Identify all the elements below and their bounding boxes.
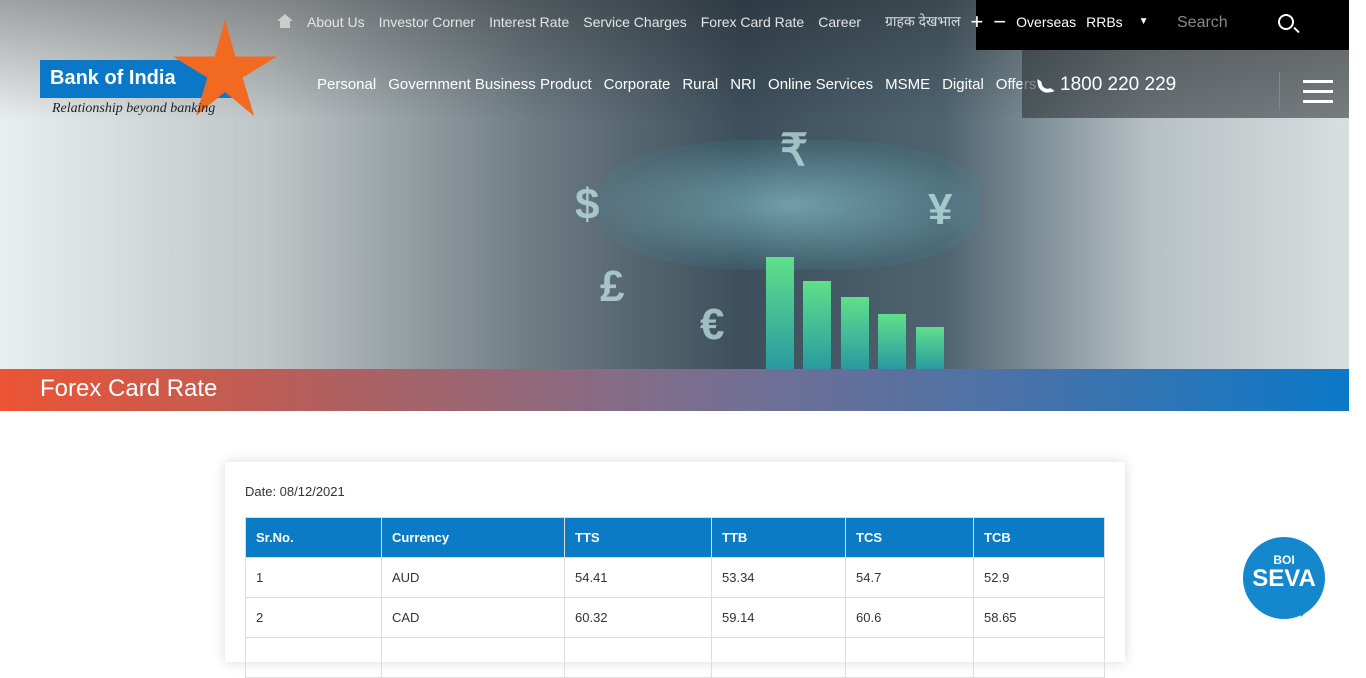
customer-care-link[interactable]: ग्राहक देखभाल bbox=[885, 13, 961, 29]
table-header-row: Sr.No. Currency TTS TTB TCS TCB bbox=[245, 517, 1105, 558]
nav-government-business[interactable]: Government Business Product bbox=[388, 76, 592, 93]
font-decrease-button[interactable]: − bbox=[993, 8, 1007, 34]
nav-digital[interactable]: Digital bbox=[942, 76, 984, 93]
cell: AUD bbox=[381, 557, 565, 598]
cell: CAD bbox=[381, 597, 565, 638]
phone-link[interactable]: 1800 220 229 bbox=[1036, 74, 1177, 96]
divider bbox=[1279, 72, 1280, 110]
rates-card: Date: 08/12/2021 Sr.No. Currency TTS TTB… bbox=[225, 462, 1125, 678]
cell: 53.34 bbox=[711, 557, 846, 598]
yen-icon: ¥ bbox=[928, 185, 953, 234]
nav-msme[interactable]: MSME bbox=[885, 76, 931, 93]
phone-icon bbox=[1036, 75, 1056, 95]
cell: 54.7 bbox=[845, 557, 974, 598]
phone-number: 1800 220 229 bbox=[1060, 74, 1177, 95]
nav-investor-corner[interactable]: Investor Corner bbox=[378, 14, 476, 30]
cell: 52.9 bbox=[973, 557, 1105, 598]
overseas-link[interactable]: Overseas bbox=[1016, 13, 1077, 30]
rrbs-link[interactable]: RRBs bbox=[1086, 13, 1123, 30]
rate-date: Date: 08/12/2021 bbox=[245, 484, 345, 499]
logo-tagline: Relationship beyond banking bbox=[52, 101, 216, 116]
table-row: 2 CAD 60.32 59.14 60.6 58.65 bbox=[245, 597, 1105, 638]
col-tcs: TCS bbox=[845, 517, 974, 558]
home-icon[interactable] bbox=[277, 14, 293, 28]
col-ttb: TTB bbox=[711, 517, 846, 558]
page-title: Forex Card Rate bbox=[40, 375, 218, 402]
nav-forex-card-rate[interactable]: Forex Card Rate bbox=[700, 14, 805, 30]
seva-label: SEVA bbox=[1252, 565, 1316, 592]
nav-about-us[interactable]: About Us bbox=[307, 14, 365, 30]
cell: 60.6 bbox=[845, 597, 974, 638]
cell: 59.14 bbox=[711, 597, 846, 638]
table-row bbox=[245, 637, 1105, 678]
cell: 1 bbox=[245, 557, 382, 598]
search-icon[interactable] bbox=[1278, 14, 1294, 30]
cell: 2 bbox=[245, 597, 382, 638]
nav-corporate[interactable]: Corporate bbox=[603, 76, 671, 93]
rupee-icon: ₹ bbox=[780, 126, 808, 175]
hamburger-menu-icon[interactable] bbox=[1303, 80, 1333, 103]
main-nav: Personal Government Business Product Cor… bbox=[317, 76, 1036, 93]
col-tts: TTS bbox=[564, 517, 712, 558]
seva-label-top: BOI bbox=[1273, 553, 1295, 567]
search-input[interactable]: Search bbox=[1177, 14, 1228, 31]
forex-rate-table: Sr.No. Currency TTS TTB TCS TCB 1 AUD 54… bbox=[245, 517, 1105, 678]
cell: 58.65 bbox=[973, 597, 1105, 638]
col-sr-no: Sr.No. bbox=[245, 517, 382, 558]
table-row: 1 AUD 54.41 53.34 54.7 52.9 bbox=[245, 557, 1105, 598]
page-title-band: Forex Card Rate bbox=[0, 369, 1349, 411]
phone-panel: 1800 220 229 bbox=[1022, 50, 1349, 118]
cell: 60.32 bbox=[564, 597, 712, 638]
nav-service-charges[interactable]: Service Charges bbox=[583, 14, 687, 30]
nav-online-services[interactable]: Online Services bbox=[768, 76, 874, 93]
col-tcb: TCB bbox=[973, 517, 1105, 558]
cell: 54.41 bbox=[564, 557, 712, 598]
euro-icon: € bbox=[700, 300, 725, 349]
dollar-icon: $ bbox=[575, 180, 600, 229]
nav-nri[interactable]: NRI bbox=[730, 76, 757, 93]
nav-interest-rate[interactable]: Interest Rate bbox=[489, 14, 570, 30]
nav-career[interactable]: Career bbox=[818, 14, 862, 30]
world-map-graphic bbox=[600, 140, 980, 270]
chevron-down-icon[interactable]: ▼ bbox=[1138, 16, 1149, 27]
boi-seva-chat-button[interactable]: BOI SEVA bbox=[1243, 537, 1325, 619]
font-increase-button[interactable]: + bbox=[970, 8, 984, 34]
top-nav: About Us Investor Corner Interest Rate S… bbox=[277, 14, 861, 30]
nav-rural[interactable]: Rural bbox=[682, 76, 719, 93]
nav-personal[interactable]: Personal bbox=[317, 76, 377, 93]
col-currency: Currency bbox=[381, 517, 565, 558]
pound-icon: £ bbox=[600, 262, 625, 311]
